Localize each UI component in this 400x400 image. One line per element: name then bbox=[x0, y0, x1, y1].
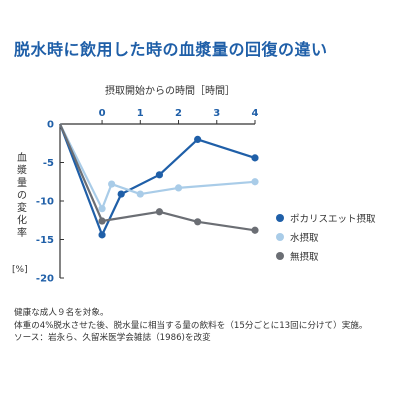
y-tick-label: 0 bbox=[47, 120, 54, 131]
y-axis-label-char: の bbox=[17, 191, 27, 202]
legend-label: ポカリスエット摂取 bbox=[290, 213, 376, 225]
x-tick-label: 4 bbox=[252, 108, 259, 119]
data-point bbox=[155, 208, 164, 216]
footnote-source: ソース：岩永ら、久留米医学会雑誌（1986)を改変 bbox=[14, 333, 211, 343]
y-axis-label-char: 血 bbox=[17, 151, 27, 164]
y-axis-label-char: 変 bbox=[17, 201, 27, 214]
data-point bbox=[117, 190, 125, 198]
legend-item: ポカリスエット摂取 bbox=[276, 208, 376, 227]
series-line-2 bbox=[59, 123, 256, 210]
series-lines bbox=[58, 123, 256, 236]
y-tick-label: -5 bbox=[43, 158, 54, 169]
data-point bbox=[98, 217, 106, 225]
footnotes: 健康な成人９名を対象。 体重の4%脱水させた後、脱水量に相当する量の飲料を（15… bbox=[14, 307, 367, 345]
data-point bbox=[155, 171, 164, 179]
x-tick-label: 3 bbox=[213, 108, 220, 119]
data-point bbox=[98, 205, 106, 213]
x-axis-label: 摂取開始からの時間［時間］ bbox=[105, 84, 235, 97]
data-point bbox=[108, 180, 116, 188]
legend-label: 水摂取 bbox=[290, 232, 319, 244]
y-tick-label: -15 bbox=[36, 235, 54, 246]
y-tick-label: -10 bbox=[36, 197, 54, 208]
data-point bbox=[194, 135, 202, 143]
footnote-method: 体重の4%脱水させた後、脱水量に相当する量の飲料を（15分ごとに13回に分けて）… bbox=[14, 320, 368, 331]
y-axis-unit: [%] bbox=[12, 265, 28, 275]
data-point bbox=[251, 226, 259, 234]
series-line-1 bbox=[58, 123, 256, 236]
data-point bbox=[251, 154, 259, 162]
y-axis-label-char: 量 bbox=[17, 177, 27, 189]
legend-marker bbox=[276, 213, 284, 222]
y-tick-label: -20 bbox=[36, 274, 54, 285]
data-point bbox=[174, 184, 183, 192]
axes: 0 1 2 3 4 0 -5 -10 -15 -20 bbox=[36, 108, 259, 285]
data-point bbox=[98, 231, 106, 239]
chart-title: 脱水時に飲用した時の血漿量の回復の違い bbox=[14, 40, 328, 59]
legend-item: 無摂取 bbox=[276, 246, 376, 265]
x-tick-label: 0 bbox=[99, 108, 106, 119]
footnote-subjects: 健康な成人９名を対象。 bbox=[14, 308, 109, 318]
data-point bbox=[251, 178, 259, 186]
y-axis-label-char: 化 bbox=[17, 214, 27, 227]
x-tick-label: 2 bbox=[175, 108, 182, 119]
legend-marker bbox=[276, 251, 284, 260]
legend: ポカリスエット摂取 水摂取無摂取 bbox=[276, 208, 376, 265]
y-axis-label-char: 漿 bbox=[17, 164, 27, 177]
x-tick-label: 1 bbox=[137, 108, 144, 119]
y-axis-label-char: 率 bbox=[17, 226, 27, 239]
legend-label: 無摂取 bbox=[290, 251, 319, 263]
data-point bbox=[136, 190, 144, 198]
legend-marker bbox=[276, 232, 284, 241]
legend-item: 水摂取 bbox=[276, 227, 376, 246]
series-points bbox=[98, 135, 259, 239]
data-point bbox=[194, 218, 202, 226]
